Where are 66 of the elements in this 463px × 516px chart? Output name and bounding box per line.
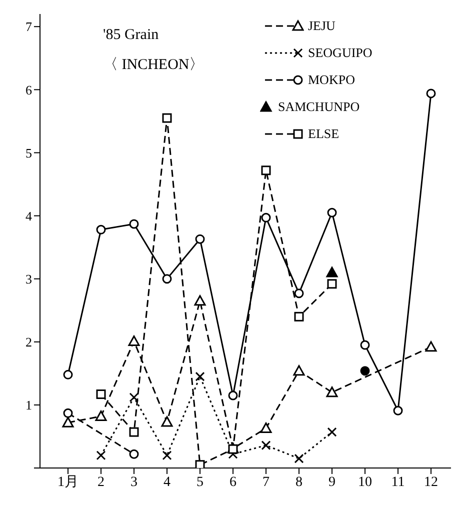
y-tick-label: 7 — [26, 19, 32, 34]
point — [128, 336, 140, 346]
point — [96, 450, 106, 460]
point — [360, 340, 370, 350]
x-tick-label: 5 — [196, 474, 204, 490]
text: 〈 INCHEON〉 — [103, 56, 204, 75]
point — [194, 295, 206, 306]
legend-label: MOKPO — [308, 71, 355, 89]
y-tick-label: 2 — [26, 334, 32, 350]
x-tick-label: 8 — [296, 474, 302, 490]
point — [393, 406, 403, 416]
point — [327, 279, 337, 289]
y-tick-label: 5 — [26, 145, 32, 160]
point — [129, 392, 139, 402]
point — [195, 460, 205, 468]
point — [360, 366, 370, 376]
point — [327, 208, 337, 218]
point — [162, 450, 172, 460]
point — [161, 416, 173, 427]
point — [260, 422, 272, 434]
point — [294, 454, 304, 464]
point — [96, 224, 106, 234]
point — [261, 212, 271, 222]
point — [96, 389, 106, 399]
point — [294, 288, 304, 298]
point — [293, 365, 305, 376]
legend-label: SEOGUIPO — [308, 44, 372, 62]
y-tick-label: 6 — [26, 82, 32, 98]
point — [195, 372, 205, 382]
point — [426, 88, 436, 98]
point — [129, 427, 139, 437]
point — [261, 166, 271, 176]
point — [425, 341, 437, 352]
point — [228, 444, 238, 454]
y-tick-label: 1 — [26, 398, 32, 413]
x-tick-label: 2 — [98, 474, 104, 490]
x-tick-label: 4 — [164, 474, 170, 490]
point — [326, 386, 338, 398]
point — [228, 390, 238, 400]
point — [294, 312, 304, 322]
x-tick-label: 9 — [328, 474, 336, 490]
x-tick-label: 10 — [358, 474, 372, 490]
point — [261, 440, 271, 450]
text: '85 Grain — [103, 26, 160, 45]
point — [162, 274, 172, 284]
point — [95, 410, 107, 422]
legend-label: JEJU — [308, 17, 336, 35]
x-tick-label: 7 — [262, 474, 270, 490]
x-tick-label: 6 — [230, 474, 236, 490]
point — [129, 449, 139, 459]
y-tick-label: 4 — [26, 208, 32, 224]
point — [326, 266, 338, 278]
point — [195, 234, 205, 244]
point — [327, 427, 337, 437]
point — [162, 113, 172, 123]
legend-label: ELSE — [308, 125, 340, 143]
x-tick-label: 11 — [391, 474, 405, 490]
x-tick-label: 1月 — [58, 474, 78, 490]
legend-label: SAMCHUNPO — [278, 98, 360, 116]
point — [63, 408, 73, 418]
x-tick-label: 12 — [424, 474, 438, 490]
y-tick-label: 3 — [26, 271, 32, 286]
x-tick-label: 3 — [130, 474, 138, 490]
point — [62, 416, 74, 428]
point — [63, 370, 73, 380]
point — [129, 219, 139, 229]
